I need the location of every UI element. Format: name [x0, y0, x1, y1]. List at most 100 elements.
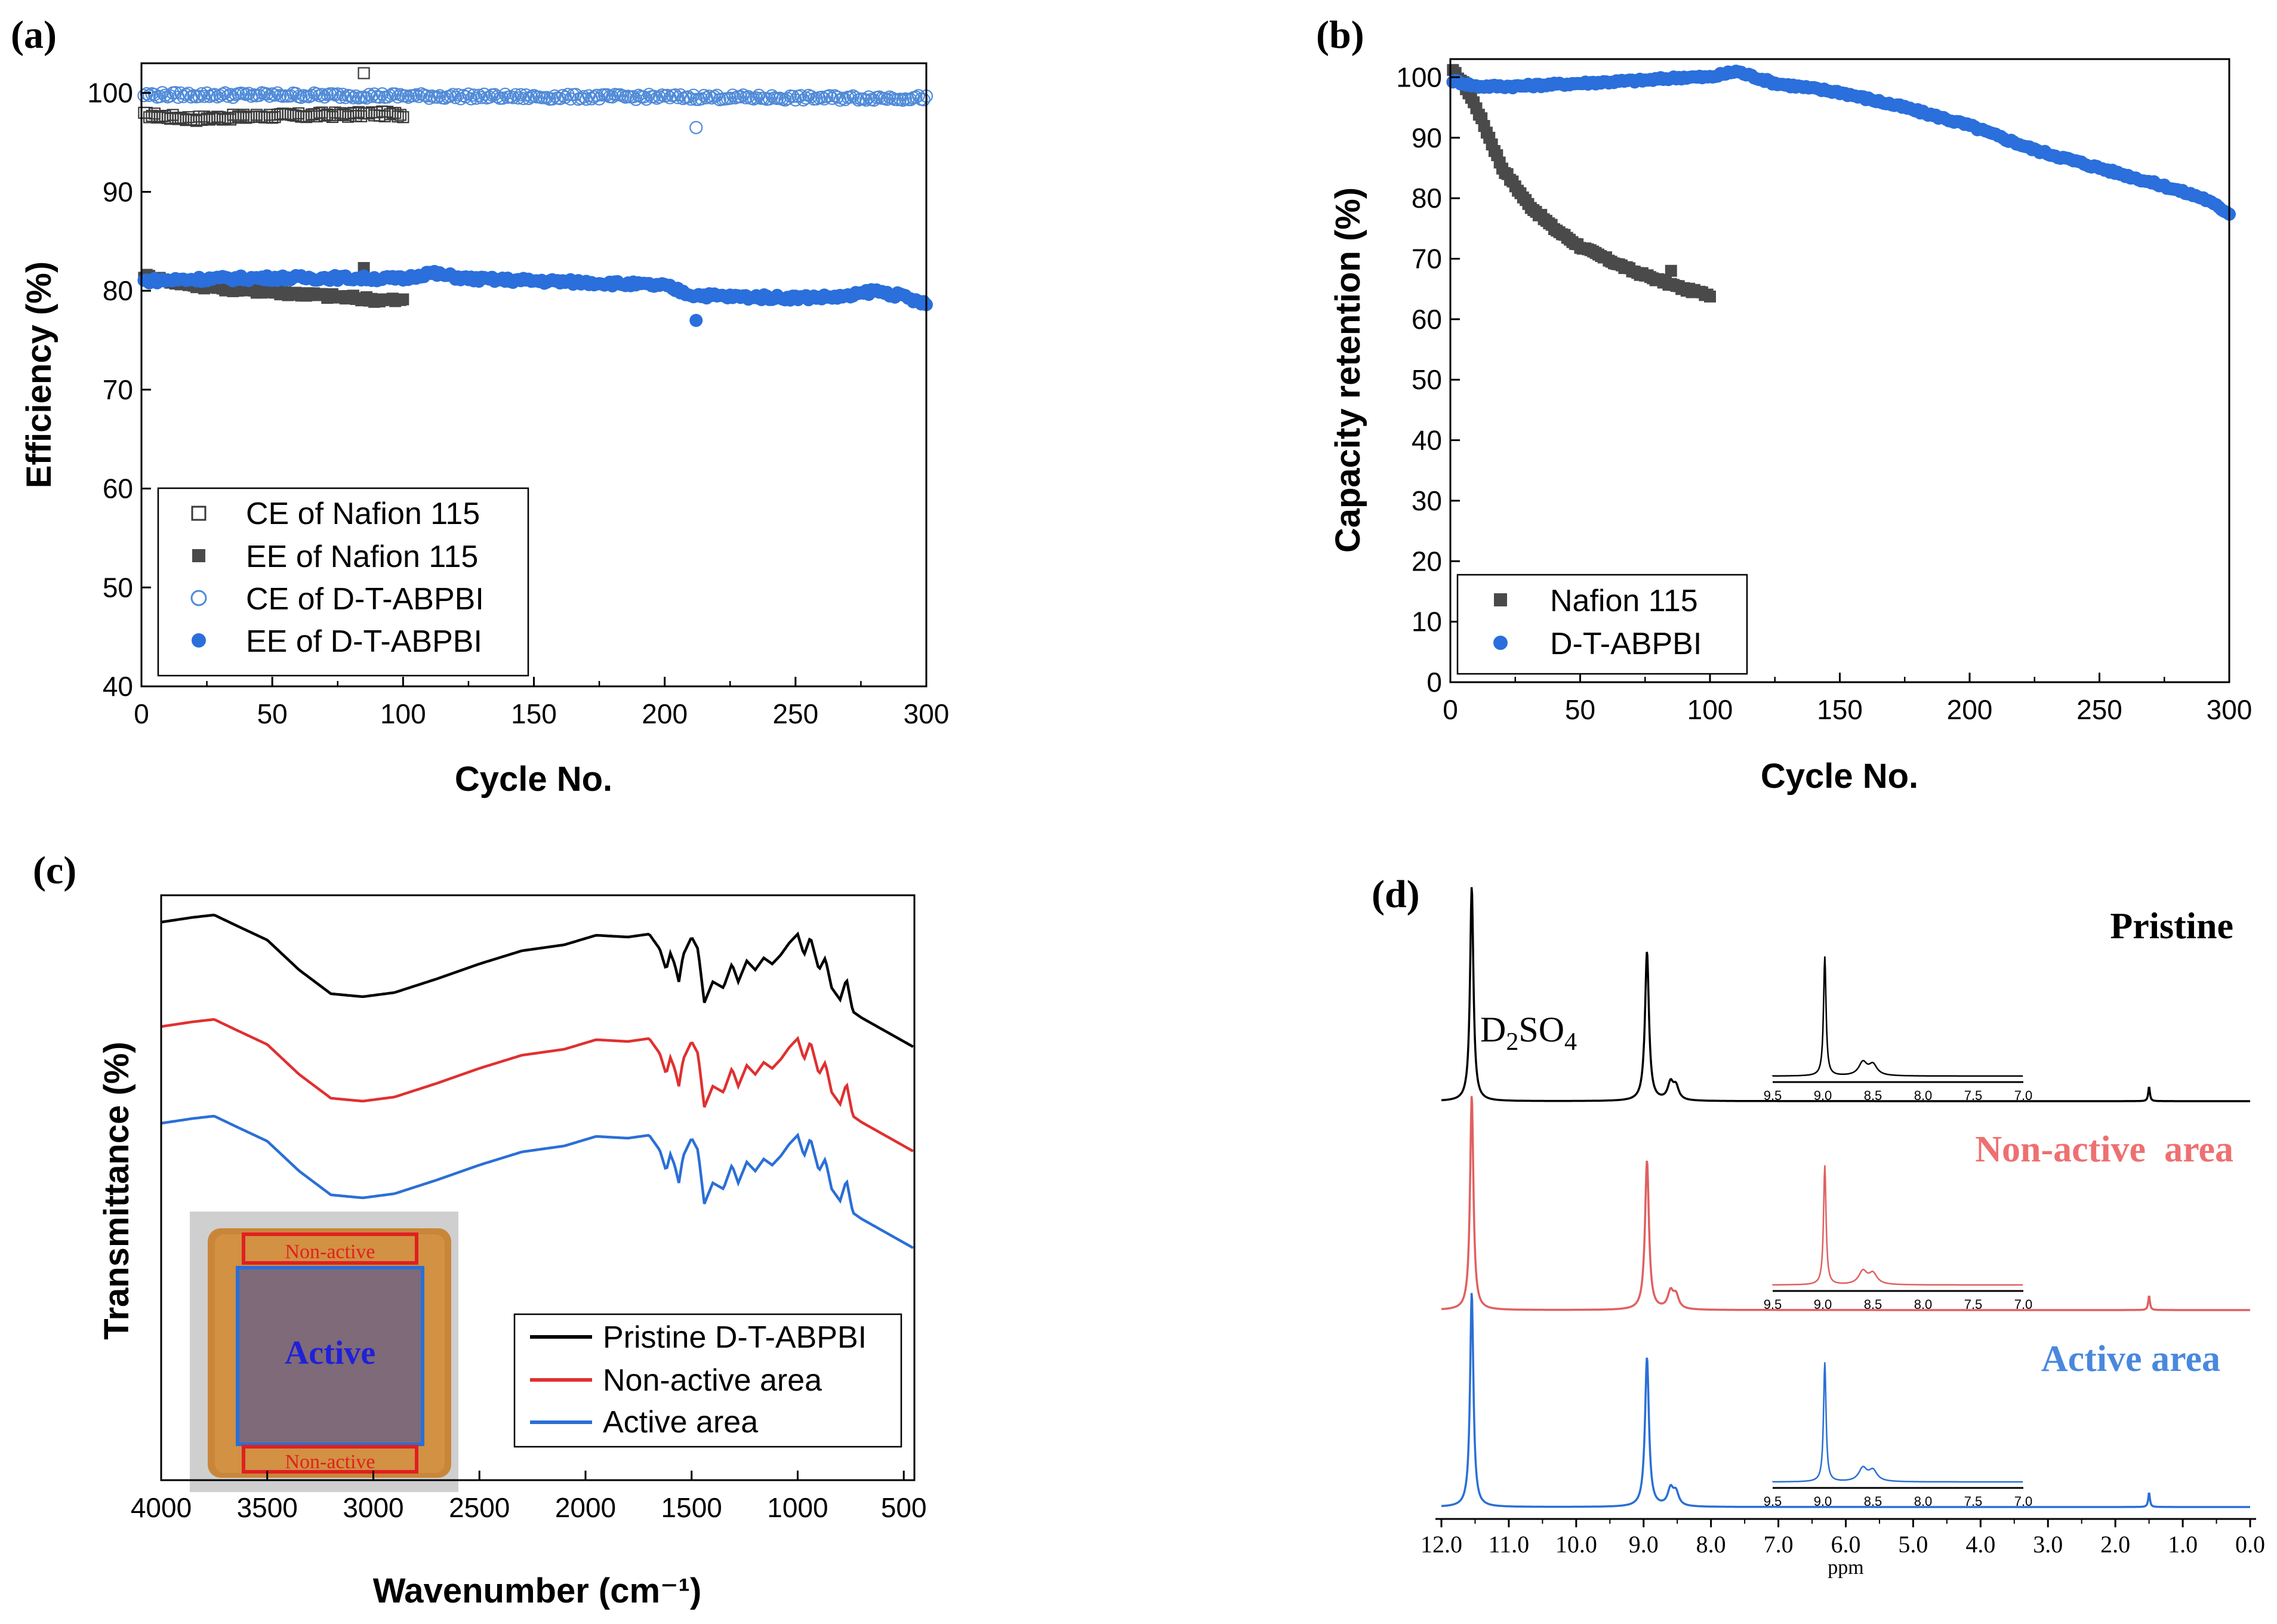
marker-ce-of-d-t-abpbi: [660, 88, 674, 102]
spectrum-active-area: [161, 1114, 914, 1249]
marker-ce-of-d-t-abpbi: [577, 90, 590, 104]
marker-nafion-115: [1704, 290, 1716, 303]
inset-tick-label: 8.0: [1914, 1297, 1933, 1312]
x-tick-label: 250: [772, 698, 818, 729]
panel-label-b: (b): [1316, 13, 1364, 57]
marker-ce-of-d-t-abpbi: [749, 91, 763, 105]
marker-ce-of-d-t-abpbi: [334, 90, 347, 104]
panel-a-legend-box: [157, 487, 529, 677]
inset-tick-label: 9.5: [1764, 1088, 1782, 1103]
legend-marker-ee-dtabpbi: [192, 633, 206, 648]
x-tick-label: 10.0: [1555, 1531, 1597, 1558]
spectrum-pristine-d-t-abpbi: [161, 913, 914, 1048]
x-tick-label: 300: [904, 698, 950, 729]
nmr-spectrum-pristine: [1441, 887, 2250, 1102]
marker-ce-of-d-t-abpbi: [310, 87, 323, 101]
y-tick-label: 50: [1412, 364, 1442, 395]
y-tick-label: 40: [1412, 425, 1442, 456]
legend-label-ce-dtabpbi: CE of D-T-ABPBI: [246, 582, 484, 617]
panel-c-ftir-chart: (c) Non-active Non-active Active 4000 350…: [33, 849, 927, 1610]
x-tick-label: 4000: [131, 1492, 192, 1523]
y-tick-label: 100: [1396, 61, 1442, 93]
marker-ce-of-d-t-abpbi: [556, 89, 569, 103]
y-tick-label: 80: [1412, 183, 1442, 214]
y-tick-label: 70: [1412, 243, 1442, 274]
marker-ce-of-d-t-abpbi: [451, 88, 465, 101]
panel-b-ticks: 0 50 100 150 200 250 300 0 10 20 30 40 50 60 70 80 90 100: [1396, 61, 2252, 725]
x-tick-label: 500: [881, 1492, 927, 1523]
marker-ce-of-d-t-abpbi: [401, 90, 415, 104]
marker-ce-of-d-t-abpbi: [495, 91, 510, 105]
legend-label-active: Active area: [603, 1405, 758, 1440]
inset-tick-label: 9.5: [1764, 1494, 1782, 1509]
x-tick-label: 100: [1687, 694, 1733, 725]
inset-tick-label: 8.5: [1864, 1297, 1882, 1312]
panel-b-y-axis-title: Capacity retention (%): [1329, 187, 1367, 553]
x-tick-label: 9.0: [1629, 1531, 1659, 1558]
panel-b-data-points: [1446, 64, 2236, 303]
inset-tick-label: 9.0: [1814, 1088, 1832, 1103]
panel-b-x-axis-title: Cycle No.: [1761, 757, 1918, 796]
x-tick-label: 3500: [237, 1492, 298, 1523]
marker-ce-of-d-t-abpbi: [304, 88, 319, 102]
nmr-spectrum-non-active-area: [1441, 1096, 2250, 1311]
legend-label-nonactive: Non-active area: [603, 1363, 822, 1398]
spectrum-non-active-area: [161, 1018, 914, 1152]
marker-ce-of-d-t-abpbi: [409, 88, 423, 101]
marker-ce-of-nafion-115: [397, 111, 409, 124]
legend-marker-ce-nafion: [191, 506, 207, 521]
marker-ce-of-d-t-abpbi: [762, 92, 777, 106]
legend-marker-ee-nafion: [192, 549, 205, 562]
nonactive-label-top: Non-active: [285, 1241, 375, 1263]
label-nonactive-area: Non-active area: [1975, 1129, 2233, 1170]
x-tick-label: 300: [2207, 694, 2253, 725]
legend-marker-dtabpbi: [1493, 636, 1508, 650]
marker-ce-of-d-t-abpbi: [491, 90, 504, 104]
panel-b-capacity-chart: (b) 0 50 100 150 200 250 300 0 10 20 30 40 50 60 70 80 9…: [1316, 13, 2252, 796]
marker-ce-of-d-t-abpbi: [726, 88, 740, 102]
active-region-outline: [236, 1266, 424, 1446]
panel-c-legend: Pristine D-T-ABPBI Non-active area Activ…: [513, 1313, 902, 1448]
marker-ce-of-d-t-abpbi: [153, 90, 167, 103]
marker-ce-of-d-t-abpbi: [446, 88, 460, 101]
panel-a-data-points: [137, 67, 933, 327]
marker-ce-of-d-t-abpbi: [362, 88, 376, 101]
x-tick-label: 50: [257, 698, 288, 729]
y-tick-label: 40: [103, 671, 133, 702]
y-tick-label: 90: [1412, 122, 1442, 153]
marker-ce-of-d-t-abpbi: [195, 87, 208, 101]
marker-ce-of-d-t-abpbi: [825, 91, 839, 105]
inset-tick-label: 7.0: [2014, 1494, 2033, 1509]
x-tick-label: 0: [134, 698, 149, 729]
y-tick-label: 10: [1412, 606, 1442, 637]
legend-label-nafion: Nafion 115: [1550, 584, 1698, 618]
outlier-point: [1665, 264, 1677, 277]
marker-ce-of-d-t-abpbi: [590, 88, 603, 102]
marker-ce-of-d-t-abpbi: [198, 90, 211, 103]
outlier-point: [689, 121, 703, 134]
marker-ce-of-d-t-abpbi: [558, 90, 572, 104]
x-tick-label: 100: [380, 698, 426, 729]
marker-ce-of-d-t-abpbi: [383, 88, 397, 103]
legend-label-ee-dtabpbi: EE of D-T-ABPBI: [246, 624, 482, 659]
panel-d-spectra: 9.5 9.0 8.5 8.0 7.5 7.0 9.5 9.0 8.5 8.0 7.5 7.0 9.5 9…: [1441, 887, 2250, 1509]
d2so4-annotation: D2SO4: [1480, 1010, 1577, 1056]
marker-ce-of-d-t-abpbi: [242, 87, 255, 100]
marker-ce-of-d-t-abpbi: [391, 90, 405, 104]
legend-label-pristine: Pristine D-T-ABPBI: [603, 1320, 867, 1355]
inset-tick-label: 9.5: [1764, 1297, 1782, 1312]
marker-ce-of-d-t-abpbi: [514, 88, 528, 101]
x-tick-label: 6.0: [1831, 1531, 1861, 1558]
marker-ce-of-d-t-abpbi: [315, 88, 329, 101]
nmr-spectrum-active-area: [1441, 1293, 2250, 1508]
marker-ce-of-d-t-abpbi: [372, 90, 386, 104]
marker-ce-of-d-t-abpbi: [389, 87, 402, 101]
marker-ce-of-d-t-abpbi: [859, 93, 873, 107]
x-tick-label: 12.0: [1421, 1531, 1462, 1558]
outlier-point: [358, 67, 370, 79]
inset-spectrum: [1771, 956, 2023, 1077]
inset-spectrum: [1771, 1165, 2023, 1286]
x-tick-label: 2000: [555, 1492, 616, 1523]
marker-ce-of-d-t-abpbi: [472, 88, 486, 102]
marker-ce-of-d-t-abpbi: [143, 88, 156, 103]
